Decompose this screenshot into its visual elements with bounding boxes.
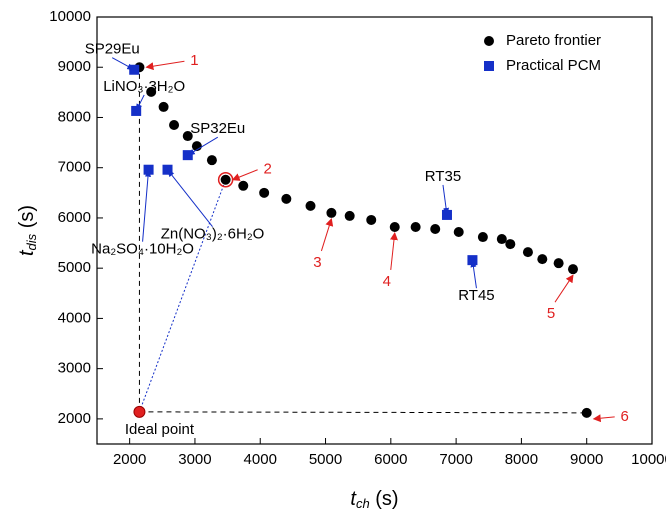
legend-label: Practical PCM (506, 57, 601, 74)
pareto-point (505, 239, 516, 250)
x-label-var: t (350, 488, 357, 510)
x-tick-label: 5000 (309, 451, 342, 468)
pareto-point (522, 247, 533, 258)
y-tick-label: 6000 (58, 209, 91, 226)
end-point (581, 407, 592, 418)
pcm-label: RT35 (425, 168, 461, 185)
pareto-point (344, 210, 355, 221)
pcm-label: RT45 (458, 287, 494, 304)
x-label-sub: ch (356, 496, 370, 511)
guide-line (138, 179, 227, 413)
x-tick-label: 6000 (374, 451, 407, 468)
y-label-unit: (s) (16, 205, 38, 234)
pareto-point (553, 258, 564, 269)
y-label-var: t (16, 249, 38, 256)
x-label-unit: (s) (370, 488, 399, 510)
annotation-arrow (231, 169, 258, 181)
pareto-point (158, 101, 169, 112)
annotation-arrow (554, 274, 574, 303)
pareto-point (496, 234, 507, 245)
pareto-point (453, 227, 464, 238)
pareto-point (259, 187, 270, 198)
pareto-point (238, 180, 249, 191)
pareto-point (169, 120, 180, 131)
x-tick-label: 2000 (113, 451, 146, 468)
pareto-point (410, 221, 421, 232)
y-tick-label: 3000 (58, 360, 91, 377)
pareto-point (281, 193, 292, 204)
pcm-label: SP32Eu (190, 120, 245, 137)
pareto-point (206, 155, 217, 166)
x-tick-label: 3000 (178, 451, 211, 468)
y-axis-label: tdis (s) (16, 205, 39, 256)
y-tick-label: 8000 (58, 108, 91, 125)
pareto-point (537, 254, 548, 265)
pareto-point (389, 221, 400, 232)
label-leader (442, 184, 450, 216)
pareto-point (567, 264, 578, 275)
pcm-label: Zn(NO₃)₂·6H₂O (161, 226, 265, 243)
label-leader (142, 168, 151, 242)
x-tick-label: 10000 (631, 451, 666, 468)
y-tick-label: 10000 (49, 8, 91, 25)
legend-label: Pareto frontier (506, 32, 601, 49)
y-tick-label: 2000 (58, 410, 91, 427)
pareto-point (220, 174, 231, 185)
pareto-point (366, 214, 377, 225)
label-leader (186, 136, 219, 156)
label-leader (470, 259, 477, 289)
y-label-sub: dis (24, 233, 39, 250)
y-tick-label: 7000 (58, 159, 91, 176)
annotation: 1 (190, 52, 198, 69)
x-tick-label: 4000 (244, 451, 277, 468)
annotation: 5 (547, 305, 555, 322)
legend-swatch (484, 61, 494, 71)
legend-swatch (484, 36, 494, 46)
pareto-point (477, 232, 488, 243)
pareto-point (182, 131, 193, 142)
y-tick-label: 5000 (58, 259, 91, 276)
annotation: 4 (383, 273, 391, 290)
pareto-point (146, 86, 157, 97)
annotation: 3 (313, 254, 321, 271)
annotation: 6 (621, 408, 629, 425)
ideal-point (133, 405, 146, 418)
pcm-label: LiNO₃·3H₂O (103, 78, 185, 95)
y-tick-label: 9000 (58, 58, 91, 75)
annotation-arrow (320, 217, 334, 252)
x-tick-label: 7000 (439, 451, 472, 468)
guide-line (139, 411, 587, 414)
pareto-point (430, 223, 441, 234)
pareto-point (305, 200, 316, 211)
label-leader (135, 94, 145, 112)
x-tick-label: 9000 (570, 451, 603, 468)
annotation: 2 (263, 161, 271, 178)
annotation-arrow (390, 231, 398, 271)
annotation-arrow (145, 60, 185, 71)
pareto-point (326, 207, 337, 218)
label-leader (166, 168, 213, 228)
x-axis-label: tch (s) (350, 488, 398, 511)
ideal-label: Ideal point (125, 421, 195, 438)
pcm-label: Na₂SO₄·10H₂O (91, 241, 194, 258)
label-leader (111, 57, 136, 71)
y-tick-label: 4000 (58, 309, 91, 326)
pcm-label: SP29Eu (85, 41, 140, 58)
plot-frame (96, 16, 653, 445)
annotation-arrow (592, 414, 615, 423)
x-tick-label: 8000 (505, 451, 538, 468)
